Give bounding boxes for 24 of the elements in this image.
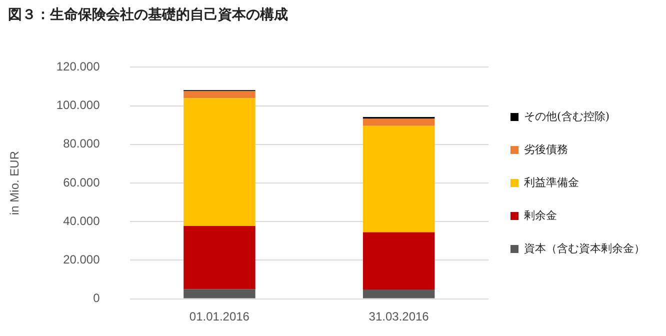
legend-label: 剰余金 bbox=[524, 208, 557, 222]
legend-label: その他(含む控除) bbox=[524, 110, 610, 123]
y-tick-label: 120.000 bbox=[56, 60, 100, 74]
bar bbox=[362, 126, 435, 232]
y-tick-label: 60.000 bbox=[63, 175, 100, 190]
y-axis-title: in Mio. EUR bbox=[8, 150, 22, 216]
bar bbox=[184, 98, 256, 226]
bar bbox=[362, 232, 435, 290]
x-tick-label: 31.03.2016 bbox=[368, 309, 430, 324]
chart-title: 図３：生命保険会社の基礎的自己資本の構成 bbox=[7, 6, 289, 25]
x-tick-label: 01.01.2016 bbox=[189, 309, 250, 324]
bar bbox=[362, 290, 435, 298]
legend-label: 利益準備金 bbox=[524, 176, 579, 189]
bar bbox=[362, 118, 435, 126]
y-tick-label: 40.000 bbox=[63, 214, 100, 228]
y-tick-label: 100.000 bbox=[56, 98, 100, 112]
legend-label: 資本（含む資本剰余金） bbox=[524, 242, 645, 255]
bar bbox=[184, 226, 256, 290]
y-tick-label: 80.000 bbox=[63, 136, 100, 151]
bar bbox=[184, 91, 256, 98]
bar bbox=[184, 289, 256, 298]
legend-label: 劣後債務 bbox=[524, 142, 568, 156]
y-tick-label: 20.000 bbox=[63, 252, 100, 267]
y-tick-label: 0 bbox=[93, 291, 100, 306]
